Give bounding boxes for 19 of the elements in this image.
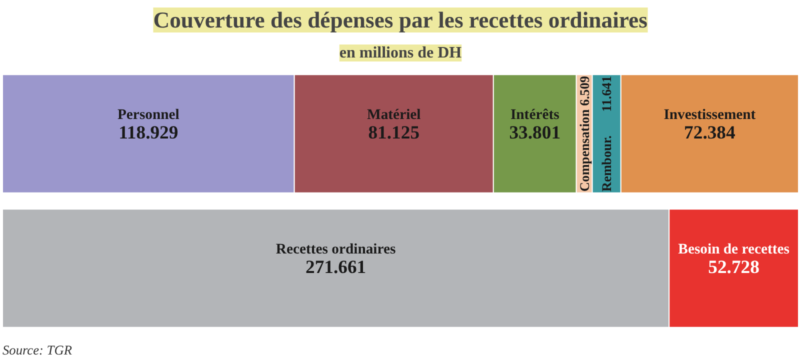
chart-title: Couverture des dépenses par les recettes ordinaires xyxy=(153,8,648,32)
series-label: Intérêts xyxy=(510,106,560,123)
data-label: 33.801 xyxy=(509,122,561,144)
data-label: 6.509 xyxy=(576,76,592,106)
data-label: 11.641 xyxy=(599,76,614,112)
source-note: Source: TGR xyxy=(2,342,72,358)
series-label: Investissement xyxy=(664,106,756,123)
data-label: 72.384 xyxy=(684,122,736,144)
data-label: 271.661 xyxy=(305,257,366,278)
series-label: Recettes ordinaires xyxy=(276,241,396,258)
data-label: 52.728 xyxy=(708,257,760,278)
chart-subtitle: en millions de DH xyxy=(339,44,462,62)
series-label: Compensation xyxy=(576,108,592,192)
series-label: Personnel xyxy=(117,106,180,123)
data-label: 118.929 xyxy=(118,122,178,144)
series-label: Besoin de recettes xyxy=(678,241,790,258)
series-label: Matériel xyxy=(367,106,421,123)
series-label: Rembour. xyxy=(599,135,614,192)
data-label: 81.125 xyxy=(368,122,420,144)
